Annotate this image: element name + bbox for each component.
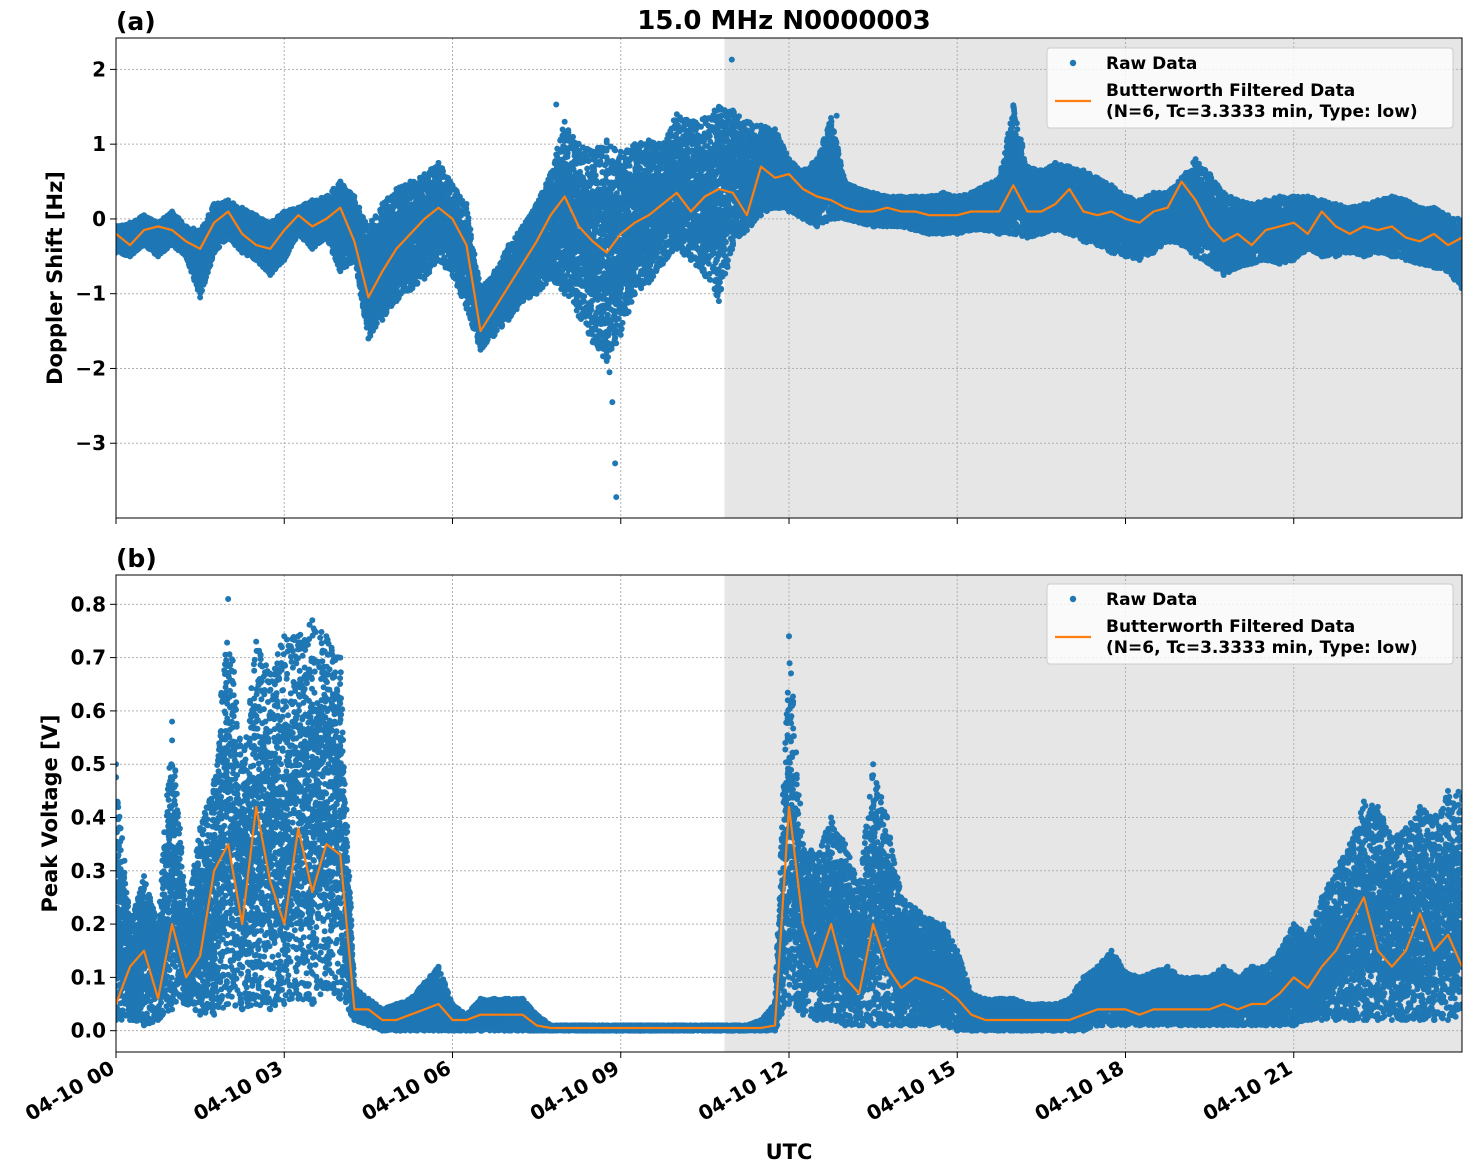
raw-data-point — [253, 212, 259, 218]
raw-data-point — [169, 242, 175, 248]
panel-a-label: (a) — [116, 7, 156, 36]
raw-data-point — [239, 205, 245, 211]
raw-data-point — [127, 220, 133, 226]
raw-data-point — [211, 250, 217, 256]
raw-data-point — [183, 223, 189, 229]
raw-data-point — [183, 253, 189, 259]
figure-title: 15.0 MHz N0000003 — [637, 6, 930, 36]
raw-data-point — [281, 257, 287, 263]
raw-data-point — [211, 201, 217, 207]
raw-data-point — [127, 253, 133, 259]
raw-data-point — [197, 294, 203, 300]
raw-data-point — [295, 205, 301, 211]
raw-data-point — [141, 242, 147, 248]
raw-data-point — [281, 208, 287, 214]
raw-data-point — [141, 212, 147, 218]
raw-data-point — [225, 197, 231, 203]
raw-data-point — [225, 235, 231, 241]
raw-data-point — [216, 244, 222, 250]
raw-data-point — [169, 208, 175, 214]
raw-data-point — [197, 227, 203, 233]
panel-b-label: (b) — [116, 544, 157, 573]
raw-data-point — [253, 257, 259, 263]
raw-data-point — [155, 253, 161, 259]
raw-data-point — [295, 231, 301, 237]
raw-data-point — [267, 220, 273, 226]
raw-data-point — [267, 272, 273, 278]
x-axis-label: UTC — [766, 1140, 813, 1164]
raw-data-point — [155, 220, 161, 226]
raw-data-point — [199, 288, 205, 294]
raw-data-point — [239, 250, 245, 256]
